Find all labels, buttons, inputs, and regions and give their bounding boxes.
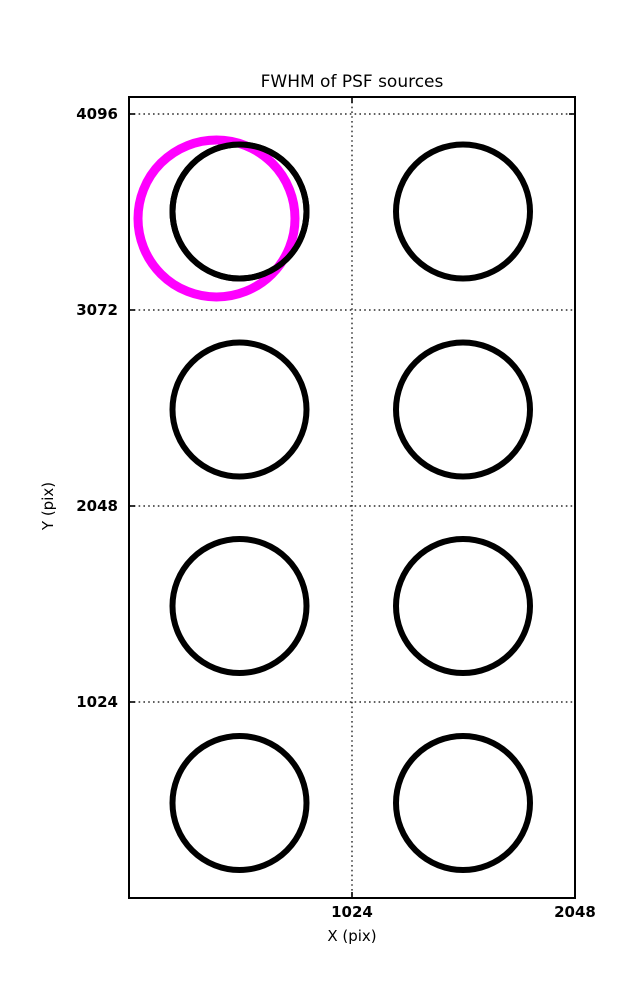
psf-source-marker — [393, 141, 533, 282]
ytick-label-1024: 1024 — [76, 693, 118, 711]
x-axis-label: X (pix) — [327, 927, 377, 945]
tick-marks — [129, 97, 576, 898]
highlighted-psf-source-marker — [133, 135, 300, 302]
psf-source-marker — [169, 733, 310, 873]
psf-source-marker — [169, 339, 310, 480]
psf-source-marker — [393, 339, 533, 480]
ytick-label-3072: 3072 — [76, 301, 118, 319]
ytick-label-2048: 2048 — [76, 497, 118, 515]
psf-source-marker-overlap — [169, 141, 310, 282]
grid-lines — [129, 97, 575, 898]
y-axis-label: Y (pix) — [39, 481, 57, 531]
psf-source-marker — [393, 733, 533, 873]
chart-title: FWHM of PSF sources — [260, 72, 444, 92]
ytick-label-4096: 4096 — [76, 105, 118, 123]
psf-source-marker — [169, 536, 310, 676]
xtick-label-1024: 1024 — [331, 903, 373, 921]
psf-source-marker — [393, 536, 533, 676]
xtick-label-2048: 2048 — [554, 903, 596, 921]
